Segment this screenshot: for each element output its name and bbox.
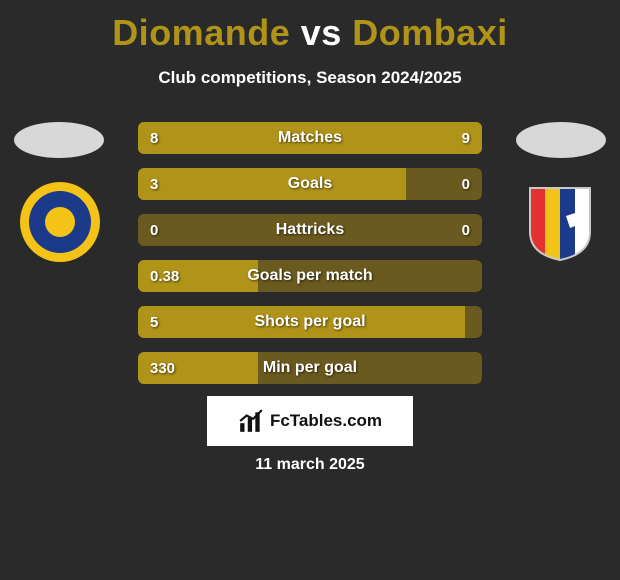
stat-row: 8Matches9: [138, 122, 482, 154]
stats-panel: 8Matches93Goals00Hattricks00.38Goals per…: [138, 122, 482, 384]
stat-row: 330Min per goal: [138, 352, 482, 384]
stat-row: 0.38Goals per match: [138, 260, 482, 292]
stat-value-right: 0: [450, 214, 482, 246]
stat-row: 5Shots per goal: [138, 306, 482, 338]
club-badge-right: [520, 182, 600, 262]
stat-label: Min per goal: [138, 352, 482, 384]
stat-row: 3Goals0: [138, 168, 482, 200]
player2-avatar-placeholder: [516, 122, 606, 158]
club-badge-right-icon: [520, 182, 600, 262]
stat-label: Shots per goal: [138, 306, 482, 338]
stat-value-right: 9: [450, 122, 482, 154]
subtitle: Club competitions, Season 2024/2025: [0, 68, 620, 88]
stat-value-right: [458, 306, 482, 338]
footer-brand-text: FcTables.com: [270, 411, 382, 431]
club-badge-left: [20, 182, 100, 262]
stat-value-right: [458, 260, 482, 292]
stat-row: 0Hattricks0: [138, 214, 482, 246]
stat-label: Matches: [138, 122, 482, 154]
stat-label: Hattricks: [138, 214, 482, 246]
title-vs: vs: [290, 12, 352, 53]
date-label: 11 march 2025: [0, 456, 620, 474]
stat-value-right: 0: [450, 168, 482, 200]
title-player1: Diomande: [112, 12, 290, 53]
title-player2: Dombaxi: [352, 12, 508, 53]
club-badge-left-icon: [20, 182, 100, 262]
footer-brand[interactable]: FcTables.com: [207, 396, 413, 446]
chart-icon: [238, 408, 264, 434]
player1-avatar-placeholder: [14, 122, 104, 158]
stat-label: Goals: [138, 168, 482, 200]
page-title: Diomande vs Dombaxi: [0, 0, 620, 54]
stat-value-right: [458, 352, 482, 384]
stat-label: Goals per match: [138, 260, 482, 292]
